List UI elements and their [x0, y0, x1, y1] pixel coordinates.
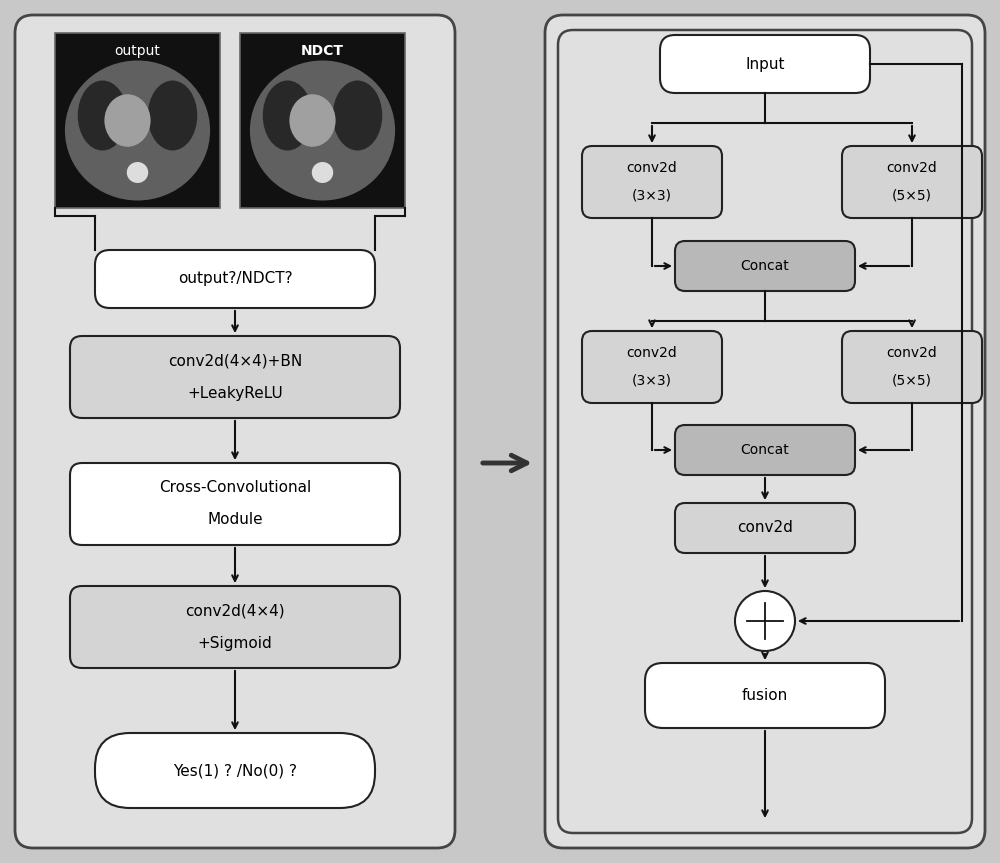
- FancyBboxPatch shape: [582, 331, 722, 403]
- Text: conv2d: conv2d: [627, 161, 677, 175]
- Text: (3×3): (3×3): [632, 374, 672, 388]
- Ellipse shape: [250, 60, 395, 200]
- FancyBboxPatch shape: [660, 35, 870, 93]
- FancyBboxPatch shape: [95, 250, 375, 308]
- Text: Concat: Concat: [741, 259, 789, 273]
- Text: +Sigmoid: +Sigmoid: [198, 635, 272, 651]
- FancyBboxPatch shape: [70, 463, 400, 545]
- Text: (5×5): (5×5): [892, 374, 932, 388]
- Text: output: output: [115, 44, 160, 58]
- Text: Concat: Concat: [741, 443, 789, 457]
- Circle shape: [735, 591, 795, 651]
- FancyBboxPatch shape: [545, 15, 985, 848]
- Text: output?/NDCT?: output?/NDCT?: [178, 272, 292, 287]
- Ellipse shape: [333, 80, 382, 150]
- FancyBboxPatch shape: [842, 146, 982, 218]
- FancyBboxPatch shape: [675, 503, 855, 553]
- FancyBboxPatch shape: [842, 331, 982, 403]
- Ellipse shape: [148, 80, 197, 150]
- Text: conv2d(4×4)+BN: conv2d(4×4)+BN: [168, 354, 302, 369]
- Text: +LeakyReLU: +LeakyReLU: [187, 386, 283, 400]
- Ellipse shape: [104, 94, 151, 147]
- Text: conv2d: conv2d: [737, 520, 793, 536]
- FancyBboxPatch shape: [645, 663, 885, 728]
- Text: (3×3): (3×3): [632, 189, 672, 203]
- FancyBboxPatch shape: [95, 733, 375, 808]
- Text: Module: Module: [207, 513, 263, 527]
- Ellipse shape: [78, 80, 127, 150]
- Ellipse shape: [312, 162, 333, 183]
- Text: fusion: fusion: [742, 688, 788, 703]
- Text: (5×5): (5×5): [892, 189, 932, 203]
- Ellipse shape: [289, 94, 336, 147]
- Text: conv2d: conv2d: [627, 346, 677, 360]
- FancyBboxPatch shape: [582, 146, 722, 218]
- Text: conv2d(4×4): conv2d(4×4): [185, 603, 285, 619]
- Ellipse shape: [65, 60, 210, 200]
- Text: Cross-Convolutional: Cross-Convolutional: [159, 481, 311, 495]
- FancyBboxPatch shape: [70, 336, 400, 418]
- Text: conv2d: conv2d: [887, 346, 937, 360]
- Ellipse shape: [263, 80, 312, 150]
- Text: conv2d: conv2d: [887, 161, 937, 175]
- Text: Input: Input: [745, 56, 785, 72]
- FancyBboxPatch shape: [675, 425, 855, 475]
- Text: NDCT: NDCT: [301, 44, 344, 58]
- FancyBboxPatch shape: [15, 15, 455, 848]
- Ellipse shape: [127, 162, 148, 183]
- Bar: [240, 33, 405, 208]
- Text: Yes(1) ? /No(0) ?: Yes(1) ? /No(0) ?: [173, 763, 297, 778]
- Bar: [55, 33, 220, 208]
- FancyBboxPatch shape: [675, 241, 855, 291]
- FancyBboxPatch shape: [70, 586, 400, 668]
